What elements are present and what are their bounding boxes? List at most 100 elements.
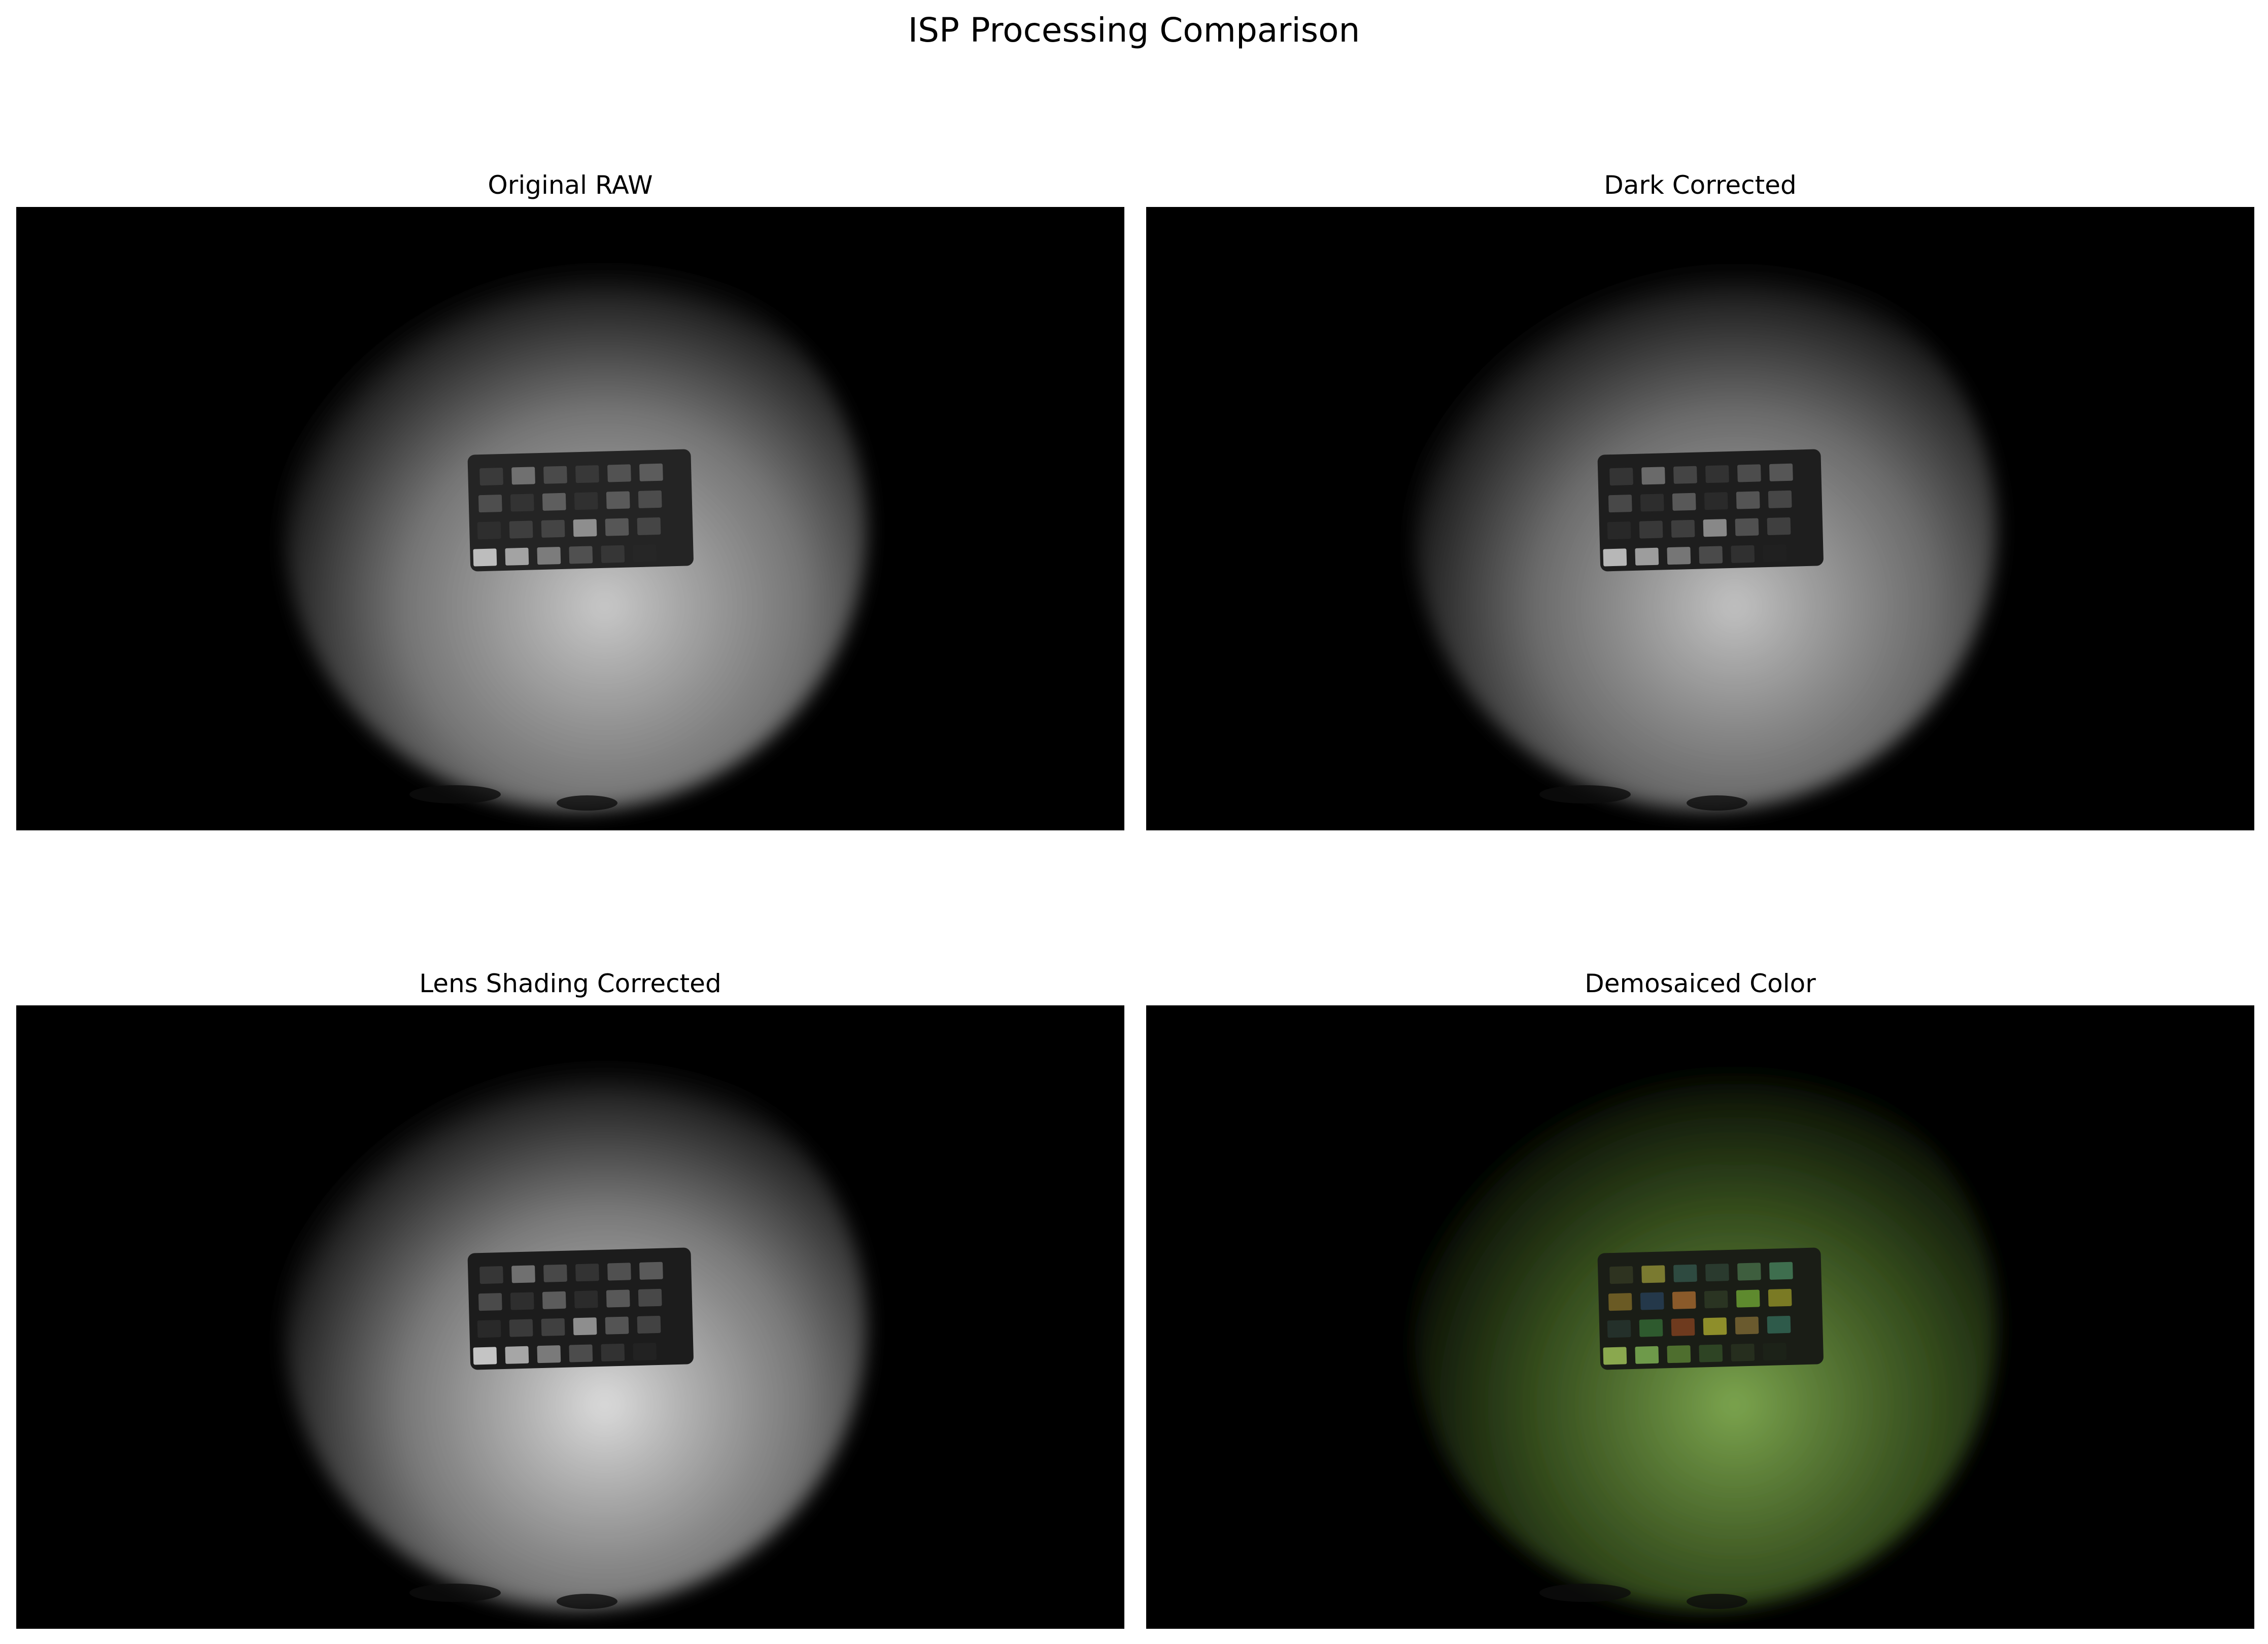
color-patch	[573, 519, 597, 537]
color-patch	[639, 463, 663, 481]
color-patch	[1763, 544, 1787, 563]
color-patch	[509, 1319, 533, 1337]
lens-artifact	[557, 795, 617, 811]
lens-artifact	[409, 1584, 501, 1602]
color-patch	[574, 1290, 598, 1309]
color-patch	[1609, 1266, 1633, 1284]
color-patch	[574, 492, 598, 510]
color-patch	[541, 1318, 565, 1336]
color-patch	[1639, 1319, 1663, 1337]
color-patch	[637, 1315, 661, 1334]
color-patch	[637, 517, 661, 535]
image-original-raw	[16, 207, 1124, 830]
color-patch	[1641, 467, 1665, 485]
color-patch	[510, 494, 534, 512]
color-patch	[606, 491, 630, 509]
color-patch	[601, 1343, 625, 1361]
color-patch	[1737, 1263, 1761, 1281]
panel-lens-shading-corrected	[16, 1005, 1124, 1629]
lens-artifact	[1687, 1594, 1747, 1609]
color-patch	[573, 1317, 597, 1336]
color-patch	[1641, 1265, 1665, 1283]
image-demosaiced-color	[1146, 1005, 2254, 1629]
panel-demosaiced-color	[1146, 1005, 2254, 1629]
color-patch	[569, 1344, 593, 1362]
image-dark-corrected	[1146, 207, 2254, 830]
color-patch	[1607, 1320, 1631, 1338]
color-patch	[1672, 1291, 1696, 1309]
color-patch	[1603, 548, 1627, 567]
color-patch	[1635, 547, 1659, 566]
color-patch	[1769, 1262, 1793, 1280]
color-patch	[1671, 519, 1695, 538]
color-patch	[1703, 519, 1727, 537]
color-patch	[509, 520, 533, 539]
color-patch	[607, 1263, 631, 1281]
color-patch	[478, 1293, 502, 1311]
color-patch	[477, 521, 501, 540]
color-patch	[1704, 1290, 1728, 1309]
lens-artifact	[1539, 785, 1631, 803]
color-patch	[1731, 1343, 1755, 1361]
color-patch	[1769, 463, 1793, 481]
color-patch	[1635, 1346, 1659, 1364]
color-checker-chart	[467, 1247, 694, 1370]
color-patch	[477, 1320, 501, 1338]
color-patch	[473, 1347, 497, 1365]
panel-title-dark-corrected: Dark Corrected	[1604, 170, 1797, 200]
color-patch	[1608, 495, 1632, 513]
color-patch	[542, 1291, 566, 1309]
color-patch	[633, 1343, 657, 1361]
color-patch	[1705, 465, 1729, 483]
color-patch	[575, 465, 599, 483]
panel-title-demosaiced-color: Demosaiced Color	[1585, 969, 1816, 998]
color-patch	[511, 1265, 535, 1283]
panel-title-lens-shading-corrected: Lens Shading Corrected	[419, 969, 721, 998]
color-patch	[605, 1316, 629, 1335]
color-patch	[638, 1288, 662, 1307]
color-patch	[479, 1266, 503, 1284]
color-patch	[1763, 1343, 1787, 1361]
color-patch	[1673, 1264, 1697, 1282]
color-patch	[1735, 1316, 1759, 1335]
image-lens-shading-corrected	[16, 1005, 1124, 1629]
color-patch	[1737, 464, 1761, 482]
color-patch	[1607, 521, 1631, 540]
color-patch	[1609, 468, 1633, 486]
color-patch	[537, 547, 561, 565]
color-patch	[606, 1289, 630, 1308]
color-patch	[505, 547, 529, 566]
lens-artifact	[557, 1594, 617, 1609]
color-patch	[479, 468, 503, 486]
color-patch	[1603, 1347, 1627, 1365]
color-patch	[575, 1264, 599, 1282]
color-patch	[1768, 1288, 1792, 1307]
color-patch	[473, 548, 497, 567]
color-patch	[1639, 520, 1663, 539]
lens-artifact	[1687, 795, 1747, 811]
color-patch	[537, 1345, 561, 1363]
color-patch	[1699, 1344, 1723, 1362]
color-patch	[1667, 1345, 1691, 1363]
color-patch	[1667, 547, 1691, 565]
color-patch	[542, 493, 566, 511]
color-patch	[1705, 1264, 1729, 1282]
color-patch	[1640, 494, 1664, 512]
color-patch	[1767, 517, 1791, 535]
color-patch	[510, 1292, 534, 1310]
color-patch	[639, 1262, 663, 1280]
panel-original-raw	[16, 207, 1124, 830]
color-patch	[1672, 493, 1696, 511]
color-patch	[543, 1264, 567, 1282]
color-patch	[1671, 1318, 1695, 1336]
color-patch	[1673, 466, 1697, 484]
color-patch	[633, 544, 657, 563]
figure-title: ISP Processing Comparison	[908, 11, 1360, 50]
color-patch	[1704, 492, 1728, 510]
color-patch	[505, 1346, 529, 1364]
color-checker-chart	[1597, 449, 1824, 572]
color-patch	[478, 495, 502, 513]
color-patch	[1736, 1289, 1760, 1308]
color-patch	[1640, 1292, 1664, 1310]
